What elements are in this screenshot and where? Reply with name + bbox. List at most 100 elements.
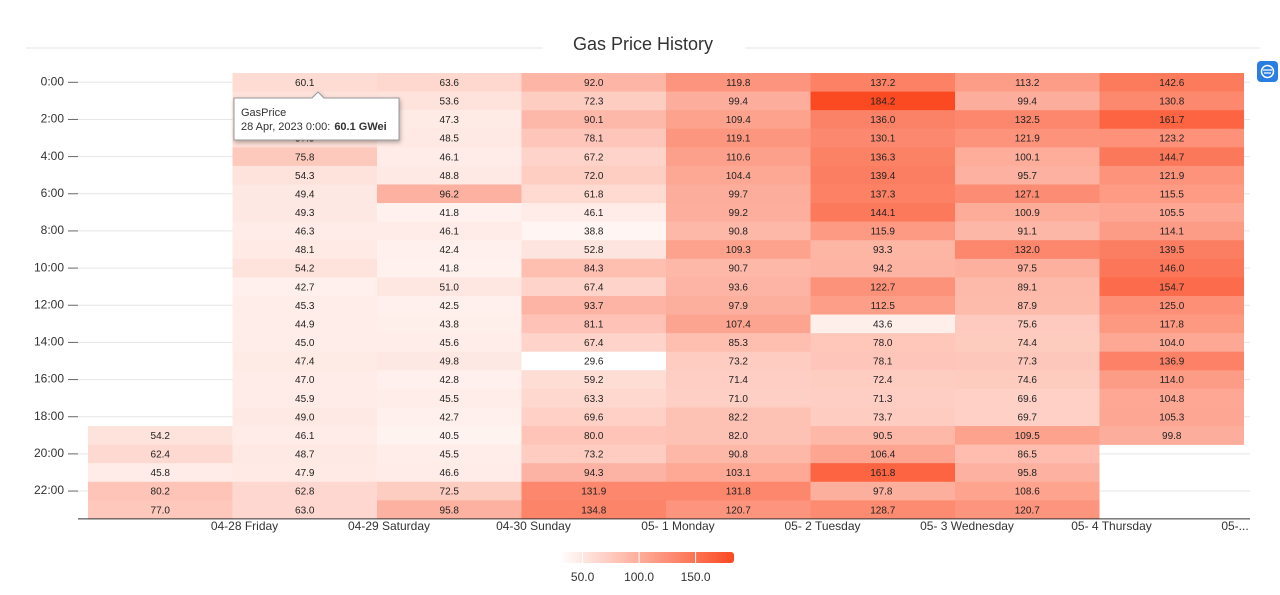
- heat-cell: [1099, 333, 1244, 352]
- menu-icon[interactable]: [1257, 61, 1278, 82]
- cell-label: 45.5: [440, 394, 460, 405]
- cell-label: 77.0: [151, 505, 171, 516]
- cell-label: 69.7: [1018, 412, 1038, 423]
- heat-cell: [232, 277, 377, 297]
- heat-cell: [810, 277, 955, 297]
- heat-cell: [666, 444, 811, 464]
- heat-cell: [666, 91, 811, 111]
- heat-cell: [521, 426, 666, 445]
- heat-cell: [810, 407, 955, 427]
- heat-cell: [232, 500, 377, 520]
- cell-label: 43.8: [440, 319, 460, 330]
- heat-cell: [810, 314, 955, 334]
- heat-cell: [232, 165, 377, 185]
- heat-cell: [521, 165, 666, 185]
- heat-cell: [521, 147, 666, 167]
- y-tick-label: 0:00: [41, 74, 65, 88]
- cell-label: 86.5: [1018, 450, 1038, 461]
- y-tick-label: 10:00: [34, 260, 64, 274]
- cell-label: 73.2: [584, 450, 604, 461]
- heat-cell: [810, 184, 955, 204]
- cell-label: 87.9: [1018, 301, 1038, 312]
- cell-label: 54.2: [295, 264, 315, 275]
- y-tick-label: 16:00: [34, 372, 64, 386]
- heat-cell: [666, 500, 811, 520]
- heat-cell: [955, 258, 1100, 278]
- heat-cell: [377, 333, 522, 352]
- cell-label: 93.7: [584, 301, 604, 312]
- cell-label: 41.8: [440, 208, 460, 219]
- heat-cell: [1099, 388, 1244, 408]
- cell-label: 61.8: [584, 189, 604, 200]
- cell-label: 132.0: [1015, 245, 1040, 256]
- heat-cell: [1099, 370, 1244, 390]
- heat-cell: [232, 203, 377, 222]
- cell-label: 95.7: [1018, 171, 1038, 182]
- cell-label: 105.5: [1159, 208, 1184, 219]
- cell-label: 119.1: [726, 134, 751, 145]
- heat-cell: [810, 370, 955, 390]
- heat-cell: [955, 147, 1100, 167]
- cell-label: 121.9: [1159, 171, 1184, 182]
- cell-label: 78.1: [584, 134, 604, 145]
- heat-cell: [955, 240, 1100, 260]
- heat-cell: [666, 110, 811, 130]
- cell-label: 115.5: [1160, 189, 1185, 200]
- heat-cell: [232, 481, 377, 501]
- heat-cell: [232, 370, 377, 390]
- heat-cell: [377, 481, 522, 501]
- heat-cell: [377, 351, 522, 371]
- heat-cell: [377, 91, 522, 111]
- cell-label: 137.3: [870, 189, 895, 200]
- cell-label: 84.3: [584, 264, 604, 275]
- cell-label: 73.2: [729, 357, 749, 368]
- cell-label: 46.1: [440, 152, 460, 163]
- heat-cell: [810, 91, 955, 111]
- heat-cell: [88, 463, 233, 483]
- heat-cell: [810, 481, 955, 501]
- cell-label: 97.5: [1018, 264, 1038, 275]
- heat-cell: [810, 203, 955, 222]
- heat-cell: [1099, 147, 1244, 167]
- cell-label: 99.2: [729, 208, 749, 219]
- y-tick-label: 22:00: [34, 483, 64, 497]
- cell-label: 49.8: [440, 357, 460, 368]
- heat-cell: [521, 444, 666, 464]
- heat-cell: [232, 351, 377, 371]
- cell-label: 69.6: [584, 412, 604, 423]
- cell-label: 45.8: [151, 468, 171, 479]
- heat-cell: [666, 277, 811, 297]
- heat-cell: [955, 184, 1100, 204]
- heat-cell: [521, 333, 666, 352]
- cell-label: 62.4: [151, 450, 171, 461]
- heat-cell: [955, 370, 1100, 390]
- cell-label: 46.3: [295, 227, 315, 238]
- cell-label: 69.6: [1018, 394, 1038, 405]
- heat-cell: [521, 351, 666, 371]
- cell-label: 74.6: [1018, 375, 1038, 386]
- chart-title: Gas Price History: [573, 34, 713, 54]
- cell-label: 114.0: [1160, 375, 1185, 386]
- cell-label: 40.5: [440, 431, 460, 442]
- cell-label: 90.8: [729, 450, 749, 461]
- cell-label: 184.2: [870, 97, 895, 108]
- y-tick-label: 6:00: [41, 186, 65, 200]
- cell-label: 134.8: [581, 505, 606, 516]
- cell-label: 103.1: [726, 468, 751, 479]
- cell-label: 46.1: [295, 431, 315, 442]
- heat-cell: [232, 258, 377, 278]
- cell-label: 121.9: [1015, 134, 1040, 145]
- heat-cell: [521, 295, 666, 315]
- cell-label: 45.0: [295, 338, 315, 349]
- x-tick-label: 04-29 Saturday: [348, 519, 430, 533]
- cell-label: 94.2: [873, 264, 893, 275]
- cell-label: 117.8: [1160, 319, 1185, 330]
- heat-cell: [955, 314, 1100, 334]
- heat-cell: [1099, 295, 1244, 315]
- color-bar: [560, 552, 734, 563]
- heat-cell: [666, 295, 811, 315]
- heat-cell: [377, 444, 522, 464]
- heat-cell: [955, 91, 1100, 111]
- cell-label: 161.7: [1159, 115, 1184, 126]
- heat-cell: [1099, 184, 1244, 204]
